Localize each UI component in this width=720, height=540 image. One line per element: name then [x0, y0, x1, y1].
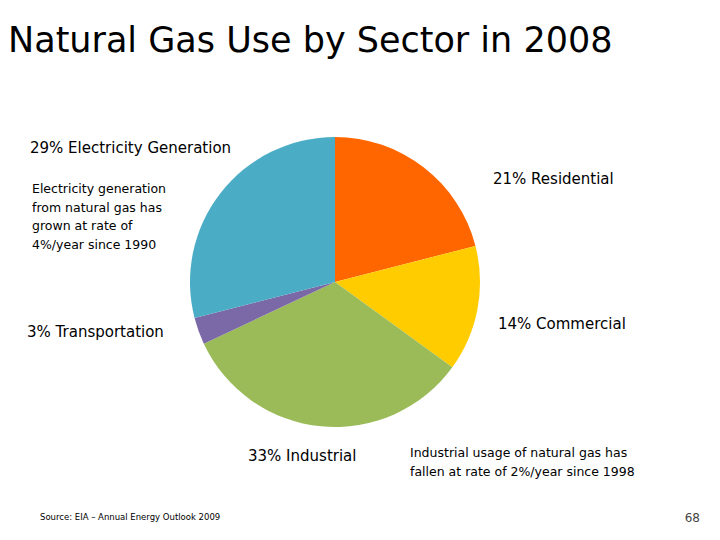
annotation: from natural gas has	[32, 200, 162, 215]
pie	[190, 137, 480, 427]
title: Natural Gas Use by Sector in 2008	[8, 20, 612, 60]
annotation: Electricity generation	[32, 181, 166, 196]
annotation: Industrial usage of natural gas has	[410, 445, 627, 460]
annotation: 4%/year since 1990	[32, 237, 156, 252]
annotation: fallen at rate of 2%/year since 1998	[410, 464, 635, 479]
chart: Natural Gas Use by Sector in 2008 21% Res…	[0, 0, 720, 540]
data-label: 3% Transportation	[27, 323, 164, 341]
source: Source: EIA – Annual Energy Outlook 2009	[40, 512, 220, 522]
page-number: 68	[685, 511, 700, 525]
annotation: grown at rate of	[32, 218, 133, 233]
slice	[190, 137, 335, 318]
data-label: 14% Commercial	[498, 315, 626, 333]
data-label: 29% Electricity Generation	[30, 139, 231, 157]
data-label: 21% Residential	[493, 170, 614, 188]
data-label: 33% Industrial	[248, 447, 356, 465]
